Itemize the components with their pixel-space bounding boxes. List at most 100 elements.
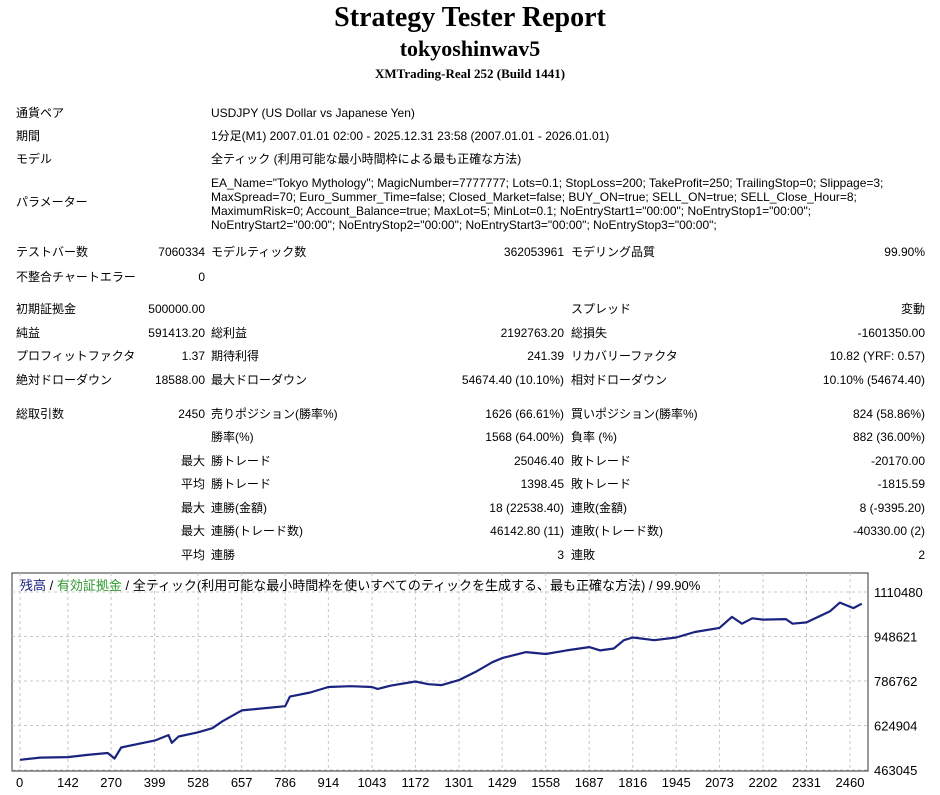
stat-label: 連勝 <box>211 548 236 562</box>
parameter-line: MaxSpread=70; Euro_Summer_Time=false; Cl… <box>211 190 857 204</box>
y-tick-label: 948621 <box>874 630 917 645</box>
stat-value: 46142.80 (11) <box>490 524 564 538</box>
stat-value: -40330.00 (2) <box>852 524 925 538</box>
x-tick-label: 2331 <box>792 775 821 790</box>
info-value: USDJPY (US Dollar vs Japanese Yen) <box>211 106 415 120</box>
balance-chart: 0 142 270 399 528 657 786 914 1043 1172 1301 1429 15… <box>11 572 923 790</box>
stat-label: モデリング品質 <box>571 245 656 259</box>
stat-value: 362053961 <box>503 245 564 259</box>
x-tick-label: 2202 <box>748 775 777 790</box>
stat-label: 連敗(トレード数) <box>571 524 663 538</box>
stat-value: 99.90% <box>884 245 925 259</box>
parameter-line: MaximumRisk=0; Account_Balance=true; Max… <box>211 204 812 218</box>
stat-label: モデルティック数 <box>211 245 307 259</box>
stat-value: -1601350.00 <box>857 326 925 340</box>
stat-value: 500000.00 <box>148 302 205 316</box>
info-value: 全ティック (利用可能な最小時間枠による最も正確な方法) <box>211 152 522 166</box>
stat-label: 勝トレード <box>211 454 272 468</box>
stat-label: 不整合チャートエラー <box>16 270 136 284</box>
legend-equity: 有効証拠金 <box>57 578 122 593</box>
stat-label: 敗トレード <box>571 477 632 491</box>
stat-value: 10.10% (54674.40) <box>822 373 925 387</box>
info-label: モデル <box>16 152 53 166</box>
info-label: 期間 <box>16 129 41 143</box>
x-tick-label: 1043 <box>357 775 386 790</box>
stat-value: 882 (36.00%) <box>852 430 925 444</box>
stat-label: 連勝(金額) <box>211 501 267 515</box>
stat-label: 勝トレード <box>211 477 272 491</box>
parameters-value: EA_Name="Tokyo Mythology"; MagicNumber=7… <box>211 176 883 232</box>
stat-label: 純益 <box>16 326 41 340</box>
stat-label: 負率 (%) <box>571 430 617 444</box>
x-tick-label: 142 <box>57 775 79 790</box>
x-tick-label: 528 <box>187 775 209 790</box>
x-tick-label: 657 <box>231 775 253 790</box>
stat-label: プロフィットファクタ <box>16 349 136 363</box>
stat-label: 総取引数 <box>16 407 65 421</box>
expert-name: tokyoshinwav5 <box>399 36 541 61</box>
stat-label: スプレッド <box>571 302 632 316</box>
x-tick-label: 1429 <box>488 775 517 790</box>
x-tick-label: 2460 <box>836 775 865 790</box>
balance-line <box>19 601 863 761</box>
stat-label: テストバー数 <box>16 245 89 259</box>
stat-value: 1568 (64.00%) <box>485 430 564 444</box>
x-tick-label: 1301 <box>444 775 473 790</box>
stat-value: 2 <box>918 548 925 562</box>
x-tick-label: 786 <box>274 775 296 790</box>
stat-value: 変動 <box>900 302 925 316</box>
info-label: 通貨ペア <box>16 106 65 120</box>
x-tick-label: 1172 <box>401 775 429 790</box>
stat-label: 期待利得 <box>211 349 260 363</box>
stat-label: 初期証拠金 <box>16 302 77 316</box>
stat-value: 平均 <box>180 477 205 491</box>
stat-value: 591413.20 <box>148 326 205 340</box>
stat-value: 241.39 <box>527 349 564 363</box>
x-tick-label: 1558 <box>531 775 560 790</box>
y-tick-label: 463045 <box>874 763 917 778</box>
chart-frame <box>11 572 869 772</box>
info-value: 1分足(M1) 2007.01.01 02:00 - 2025.12.31 23… <box>211 129 610 143</box>
stat-value: 8 (-9395.20) <box>859 501 925 515</box>
legend-balance: 残高 <box>20 578 46 593</box>
x-tick-label: 0 <box>16 775 23 790</box>
stat-label: 買いポジション(勝率%) <box>571 407 698 421</box>
stat-label: 勝率(%) <box>211 430 254 444</box>
stat-label: 連勝(トレード数) <box>211 524 303 538</box>
stat-label: 敗トレード <box>571 454 632 468</box>
stat-label: 最大ドローダウン <box>211 373 308 387</box>
parameter-line: EA_Name="Tokyo Mythology"; MagicNumber=7… <box>211 176 884 190</box>
stat-value: -1815.59 <box>877 477 925 491</box>
stat-value: 25046.40 <box>513 454 564 468</box>
report-title: Strategy Tester Report <box>334 2 606 33</box>
x-tick-label: 2073 <box>705 775 734 790</box>
stat-label: 絶対ドローダウン <box>16 373 113 387</box>
stat-value: 7060334 <box>158 245 205 259</box>
stat-value: 最大 <box>180 454 205 468</box>
x-tick-label: 1945 <box>662 775 691 790</box>
server-info: XMTrading-Real 252 (Build 1441) <box>374 66 566 81</box>
stat-label: リカバリーファクタ <box>571 349 678 363</box>
stat-value: 最大 <box>180 501 205 515</box>
y-tick-label: 624904 <box>874 718 917 733</box>
stat-label: 売りポジション(勝率%) <box>211 407 338 421</box>
stat-value: 最大 <box>180 524 205 538</box>
parameter-line: NoEntryStart2="00:00"; NoEntryStop2="00:… <box>211 218 717 232</box>
stat-value: 1626 (66.61%) <box>485 407 564 421</box>
chart-legend: 残高 / 有効証拠金 / 全ティック(利用可能な最小時間枠を使いすべてのティック… <box>20 578 701 593</box>
y-tick-label: 786762 <box>874 674 917 689</box>
stat-value: 2192763.20 <box>500 326 564 340</box>
stat-label: 連敗 <box>571 548 596 562</box>
stat-value: 18 (22538.40) <box>489 501 564 515</box>
stat-label: 総利益 <box>211 326 248 340</box>
x-tick-label: 399 <box>144 775 166 790</box>
x-tick-label: 914 <box>318 775 340 790</box>
y-tick-label: 1110480 <box>874 585 923 600</box>
legend-separator: / <box>46 578 57 593</box>
stat-label: 相対ドローダウン <box>571 373 668 387</box>
parameters-label: パラメーター <box>16 195 88 209</box>
stat-value: 2450 <box>178 407 205 421</box>
stat-value: 10.82 (YRF: 0.57) <box>829 349 925 363</box>
stat-value: 18588.00 <box>154 373 205 387</box>
x-tick-label: 1687 <box>575 775 604 790</box>
